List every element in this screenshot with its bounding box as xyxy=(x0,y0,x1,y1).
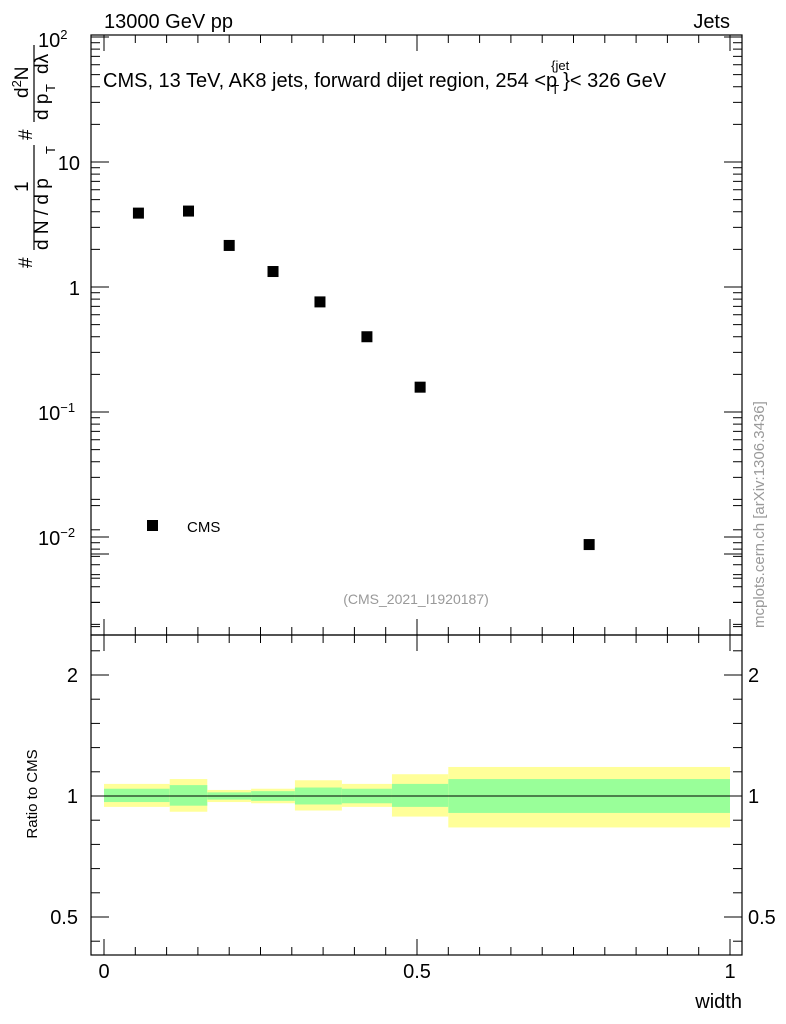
analysis-reference: (CMS_2021_I1920187) xyxy=(343,591,489,607)
ratio-tick-right-1: 1 xyxy=(748,786,759,808)
y-tick-label-1: 1 xyxy=(69,278,80,300)
y-tick-100-exp: 2 xyxy=(60,27,67,42)
y-tick-0.1-base: 10 xyxy=(38,403,60,425)
ratio-tick-left-1: 1 xyxy=(67,786,78,808)
y-label-hash2: # xyxy=(16,129,37,140)
y-label-sub-t2: T xyxy=(43,84,58,92)
legend-marker xyxy=(147,520,158,531)
header-right: Jets xyxy=(693,11,730,33)
main-data-markers xyxy=(132,205,595,551)
data-point xyxy=(183,205,195,217)
data-point xyxy=(132,207,144,219)
plot-title-p: p xyxy=(546,70,557,92)
y-label-n: N xyxy=(12,66,33,80)
x-tick-label-1: 1 xyxy=(724,961,735,983)
y-label-dn-dpt: d N / d p xyxy=(32,178,53,250)
y-label-dpt: d p xyxy=(32,94,53,120)
ratio-band-inner xyxy=(391,783,449,807)
y-tick-0.01-exp: −2 xyxy=(60,525,75,540)
y-tick-0.1-exp: −1 xyxy=(60,400,75,415)
x-tick-label-0.5: 0.5 xyxy=(403,961,431,983)
ratio-tick-right-0.5: 0.5 xyxy=(748,907,776,929)
y-label-d2n: d2N xyxy=(9,66,33,98)
watermark: mcplots.cern.ch [arXiv:1306.3436] xyxy=(751,401,768,628)
ratio-tick-left-2: 2 xyxy=(67,665,78,687)
ratio-tick-right-2: 2 xyxy=(748,665,759,687)
y-tick-100-base: 10 xyxy=(38,30,60,52)
y-tick-label-0.1: 10−1 xyxy=(38,400,75,425)
plot-title-sup: {jet xyxy=(551,58,569,73)
y-label-dlambda: dλ xyxy=(32,53,53,74)
data-point xyxy=(583,539,595,551)
data-point xyxy=(267,266,279,278)
plot-title-sub: T xyxy=(551,82,559,97)
plot-title: CMS, 13 TeV, AK8 jets, forward dijet reg… xyxy=(103,58,667,97)
y-label-sq: 2 xyxy=(9,80,24,87)
data-point xyxy=(223,239,235,251)
data-point xyxy=(314,296,326,308)
ratio-y-label: Ratio to CMS xyxy=(24,749,41,838)
main-panel-frame xyxy=(90,34,743,636)
plot-title-suffix: }< 326 GeV xyxy=(563,70,667,92)
plot-title-prefix: CMS, 13 TeV, AK8 jets, forward dijet reg… xyxy=(103,70,546,92)
main-axis-ticks xyxy=(91,35,742,635)
y-label-d: d xyxy=(12,87,33,98)
ratio-tick-left-0.5: 0.5 xyxy=(50,907,78,929)
y-tick-label-0.01: 10−2 xyxy=(38,525,75,550)
y-label-one: 1 xyxy=(12,181,33,192)
y-label-sub-t: T xyxy=(43,146,58,154)
data-point xyxy=(361,331,373,343)
ratio-band-inner xyxy=(169,785,208,806)
header-left: 13000 GeV pp xyxy=(104,11,233,33)
x-axis-label: width xyxy=(694,991,742,1013)
ratio-band-inner xyxy=(104,788,170,803)
y-tick-0.01-base: 10 xyxy=(38,528,60,550)
legend-label: CMS xyxy=(187,519,220,536)
y-label-hash1: # xyxy=(16,257,37,268)
data-point xyxy=(414,381,426,393)
x-tick-label-0: 0 xyxy=(98,961,109,983)
ratio-bands xyxy=(104,766,730,828)
y-axis-label: # 1 d N / d p T # d2N d p T dλ xyxy=(9,45,58,268)
y-tick-label-100: 102 xyxy=(38,27,67,52)
ratio-axis-ticks xyxy=(91,505,742,955)
y-tick-label-10: 10 xyxy=(58,153,80,175)
